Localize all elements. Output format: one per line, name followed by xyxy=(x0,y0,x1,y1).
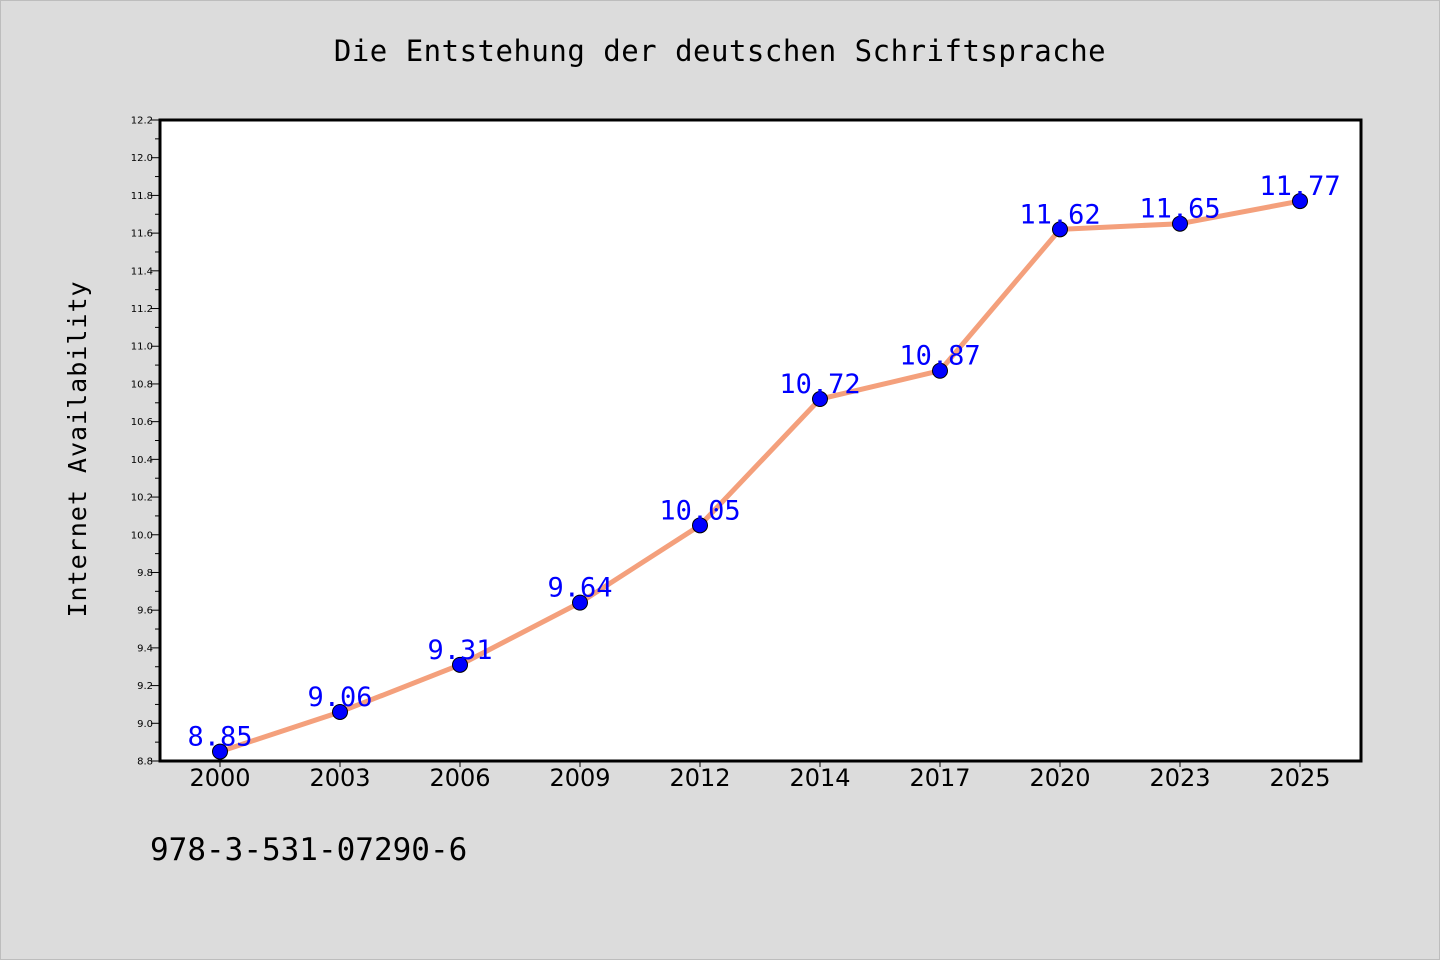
series-layer: 8.85 9.06 9.31 9.64 10.05 10.72 10.87 11.62 11.6… xyxy=(187,171,1341,760)
y-tick-label: 10.4 xyxy=(131,455,153,466)
y-tick-label: 9.6 xyxy=(137,606,153,617)
x-tick-label: 2023 xyxy=(1149,764,1210,792)
y-tick-label: 11.2 xyxy=(131,304,153,315)
y-axis-label: Internet Availability xyxy=(63,280,92,617)
data-point xyxy=(812,391,828,408)
x-tick-label: 2014 xyxy=(789,764,850,792)
y-tick-label: 10.6 xyxy=(131,417,153,428)
y-tick-label: 11.8 xyxy=(131,191,153,202)
data-label: 10.87 xyxy=(899,341,980,372)
x-axis: 2000 2003 2006 2009 2012 2014 2017 2020 2023 2025 xyxy=(189,761,1331,792)
data-point xyxy=(1172,215,1188,232)
data-point xyxy=(932,362,948,379)
data-point xyxy=(692,517,708,534)
data-label: 10.05 xyxy=(659,495,740,526)
x-tick-label: 2012 xyxy=(669,764,730,792)
y-tick-label: 12.2 xyxy=(131,116,153,127)
y-tick-label: 12.0 xyxy=(131,153,153,164)
isbn-footer: 978-3-531-07290-6 xyxy=(150,832,468,868)
y-tick-label: 9.8 xyxy=(137,568,153,579)
y-tick-label: 10.8 xyxy=(131,379,153,390)
x-tick-label: 2006 xyxy=(429,764,490,792)
data-point xyxy=(332,703,348,720)
x-tick-label: 2017 xyxy=(909,764,970,792)
x-tick-label: 2009 xyxy=(549,764,610,792)
y-tick-label: 11.4 xyxy=(131,266,153,277)
chart-title: Die Entstehung der deutschen Schriftspra… xyxy=(333,34,1107,68)
y-tick-label: 9.4 xyxy=(137,643,153,654)
data-point xyxy=(1292,193,1308,210)
data-point xyxy=(572,594,588,611)
series-line xyxy=(217,198,1303,755)
data-label: 10.72 xyxy=(779,369,860,400)
x-tick-label: 2003 xyxy=(309,764,370,792)
x-tick-label: 2025 xyxy=(1269,764,1330,792)
y-tick-label: 9.0 xyxy=(137,719,153,730)
x-tick-label: 2020 xyxy=(1029,764,1090,792)
data-label: 9.64 xyxy=(547,573,612,604)
y-tick-label: 11.6 xyxy=(131,229,153,240)
y-tick-label: 10.0 xyxy=(131,530,153,541)
data-label: 11.65 xyxy=(1139,194,1220,225)
y-tick-label: 9.2 xyxy=(137,681,153,692)
y-tick-label: 8.8 xyxy=(137,757,153,768)
data-label: 11.77 xyxy=(1259,171,1340,202)
y-tick-label: 10.2 xyxy=(131,493,153,504)
data-label: 9.06 xyxy=(307,682,372,713)
x-tick-label: 2000 xyxy=(189,764,250,792)
y-tick-label: 11.0 xyxy=(131,342,153,353)
data-point xyxy=(452,656,468,673)
data-label: 8.85 xyxy=(187,722,252,753)
data-label: 9.31 xyxy=(427,635,492,666)
y-axis: 8.8 9.0 9.2 9.4 9.6 9.8 10.0 10.2 10.4 10.6 10.8 11… xyxy=(131,116,160,768)
data-point xyxy=(1052,221,1068,238)
data-point xyxy=(212,743,228,760)
data-label: 11.62 xyxy=(1019,199,1100,230)
